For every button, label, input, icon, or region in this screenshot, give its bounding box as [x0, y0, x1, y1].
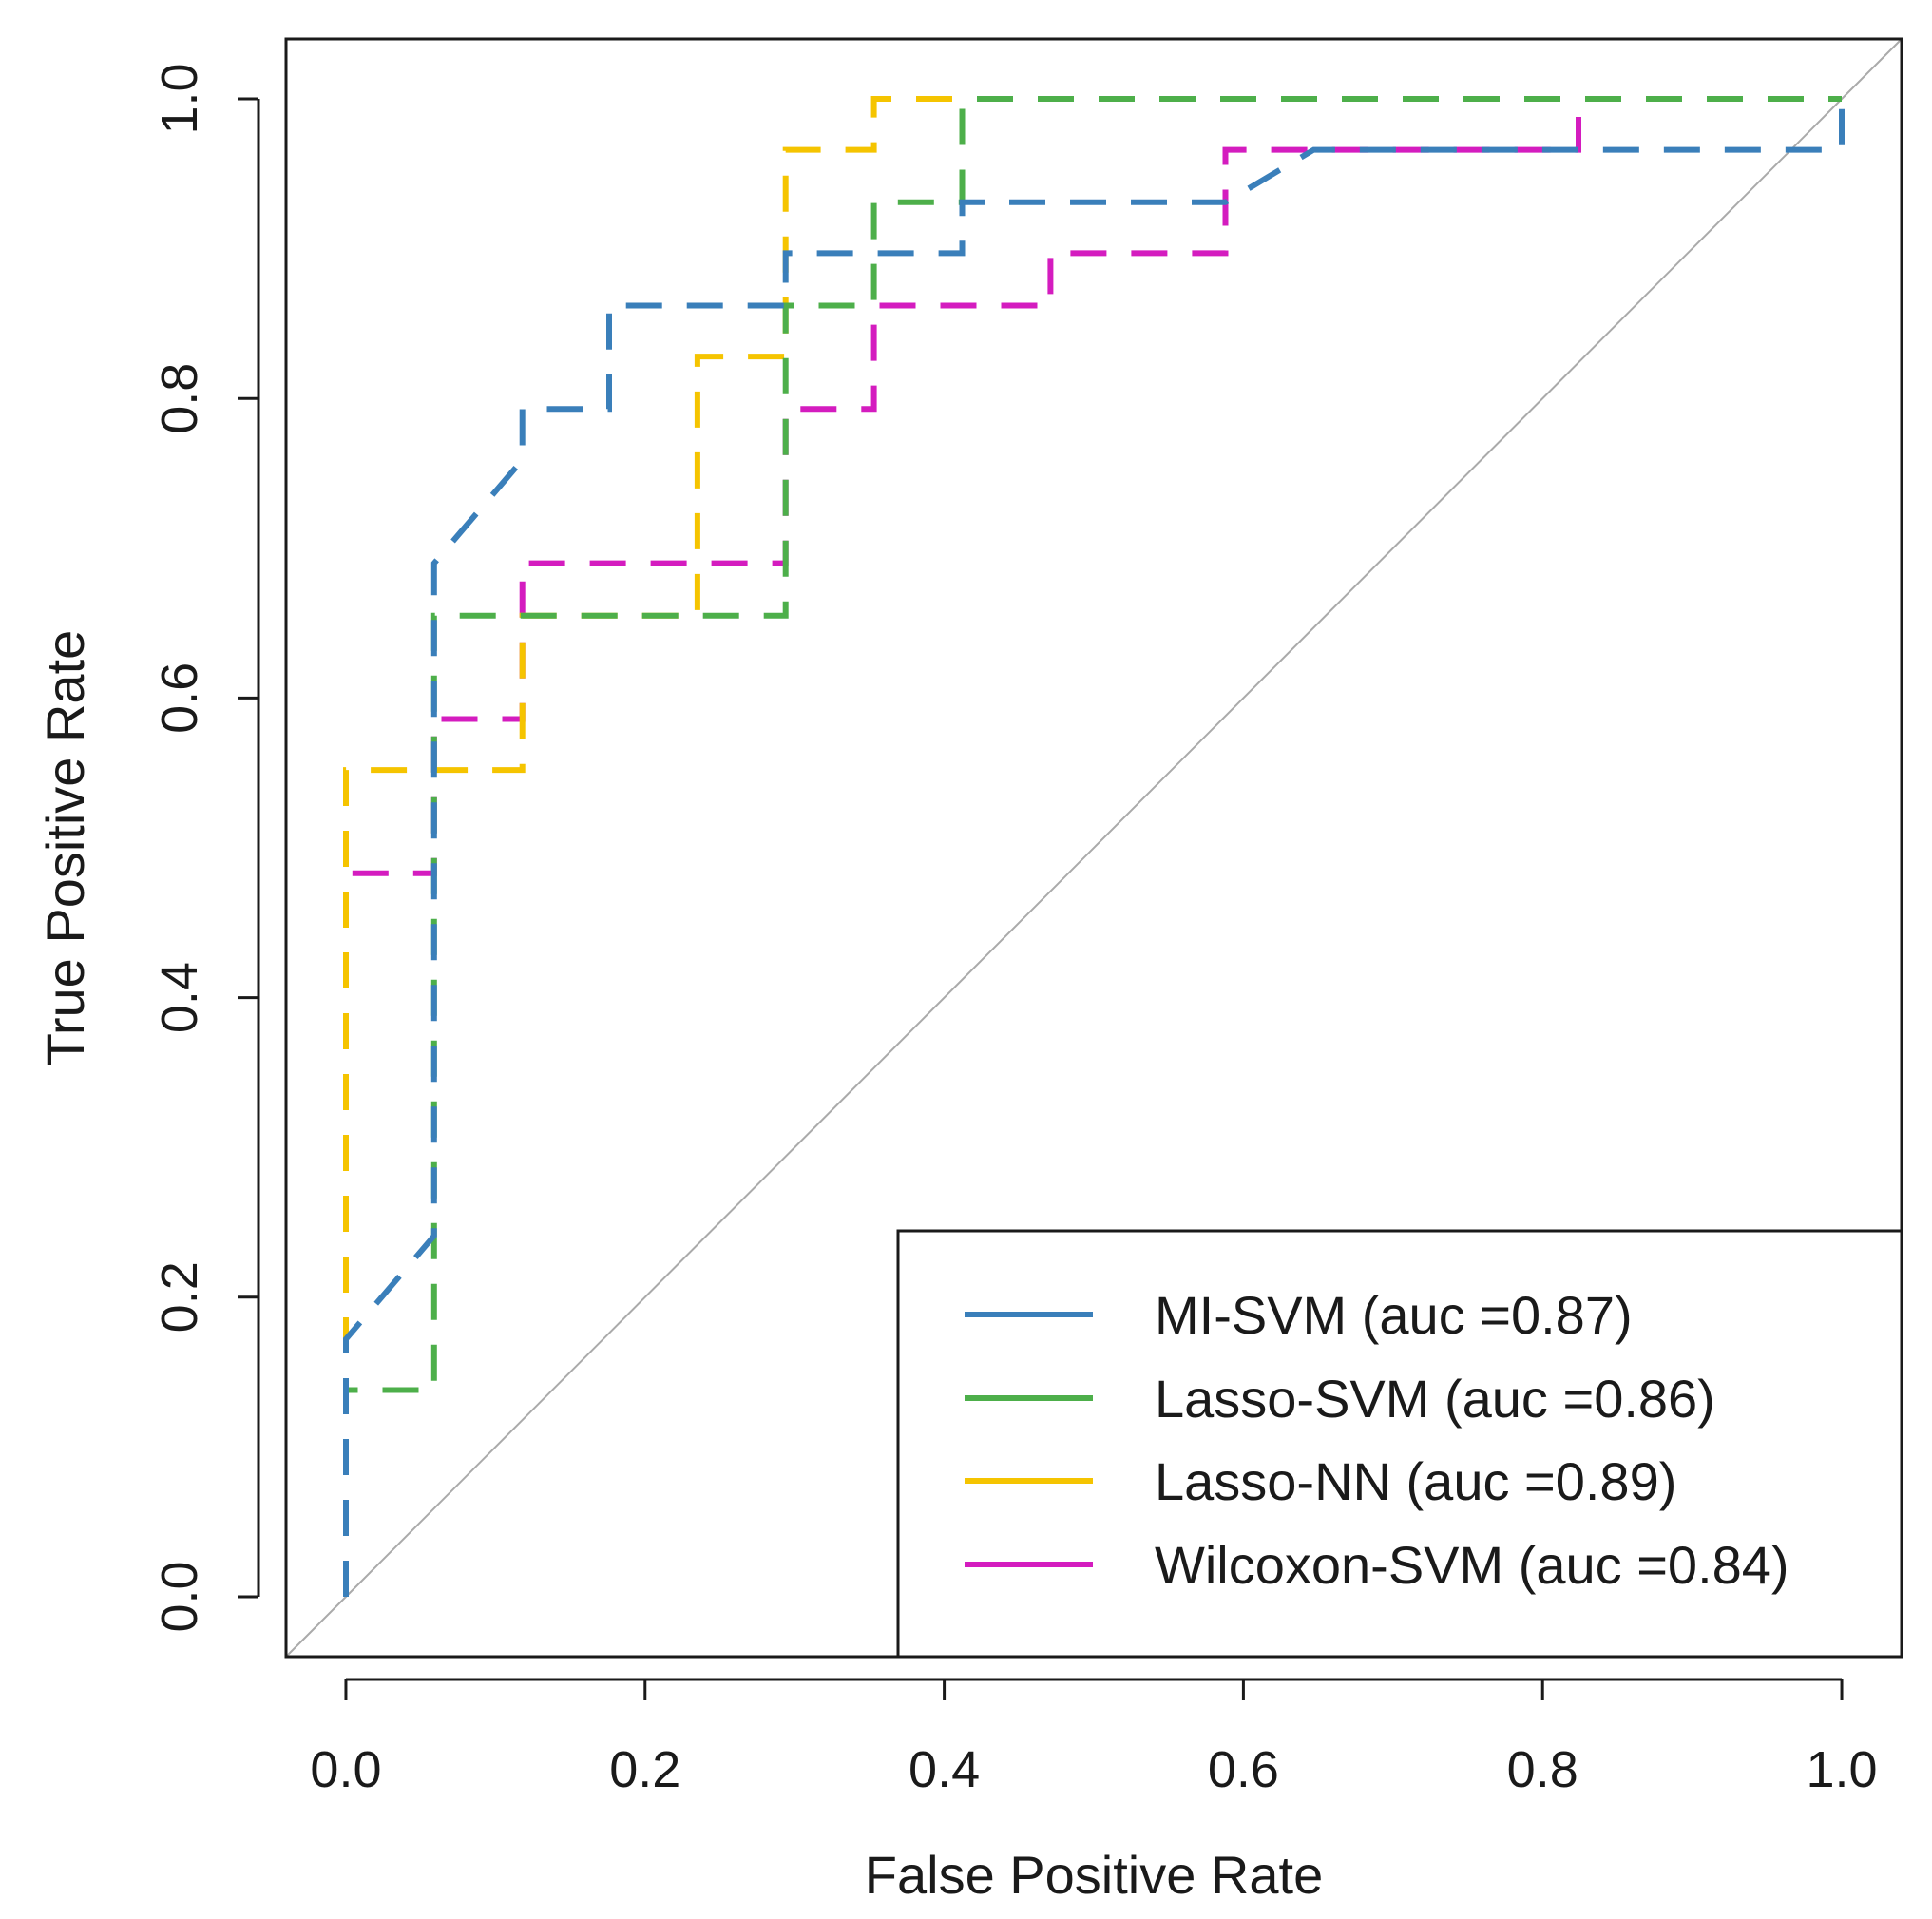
legend-label-lasso-svm: Lasso-SVM (auc =0.86) — [1155, 1369, 1715, 1429]
y-tick-label: 1.0 — [151, 63, 208, 134]
legend-label-mi-svm: MI-SVM (auc =0.87) — [1155, 1285, 1633, 1345]
x-tick-label: 0.6 — [1208, 1741, 1279, 1798]
legend: MI-SVM (auc =0.87) Lasso-SVM (auc =0.86)… — [896, 1229, 1903, 1659]
legend-box — [896, 1229, 1903, 1659]
y-axis-title: True Positive Rate — [35, 630, 95, 1066]
y-tick-label: 0.6 — [151, 662, 208, 734]
x-axis-title: False Positive Rate — [865, 1845, 1323, 1905]
x-tick-label: 0.2 — [609, 1741, 680, 1798]
y-tick-label: 0.0 — [151, 1561, 208, 1632]
x-tick-label: 1.0 — [1806, 1741, 1877, 1798]
reference-diagonal-layer — [285, 38, 1903, 1658]
series-line-lasso-svm — [343, 96, 1842, 1597]
x-tick-label: 0.0 — [310, 1741, 381, 1798]
x-tick-label: 0.8 — [1507, 1741, 1578, 1798]
reference-diagonal — [285, 38, 1903, 1658]
series-layer — [343, 96, 1845, 1597]
legend-label-lasso-nn: Lasso-NN (auc =0.89) — [1155, 1451, 1676, 1511]
series-line-mi-svm — [343, 99, 1845, 1597]
x-axis: 0.0 0.2 0.4 0.6 0.8 1.0 — [310, 1678, 1878, 1798]
legend-label-wilcoxon-svm: Wilcoxon-SVM (auc =0.84) — [1155, 1535, 1789, 1595]
y-tick-label: 0.8 — [151, 363, 208, 434]
y-tick-label: 0.4 — [151, 962, 208, 1033]
y-axis: 0.0 0.2 0.4 0.6 0.8 1.0 — [151, 63, 260, 1633]
series-line-lasso-nn — [343, 96, 1842, 1597]
y-tick-label: 0.2 — [151, 1261, 208, 1333]
x-tick-label: 0.4 — [909, 1741, 980, 1798]
